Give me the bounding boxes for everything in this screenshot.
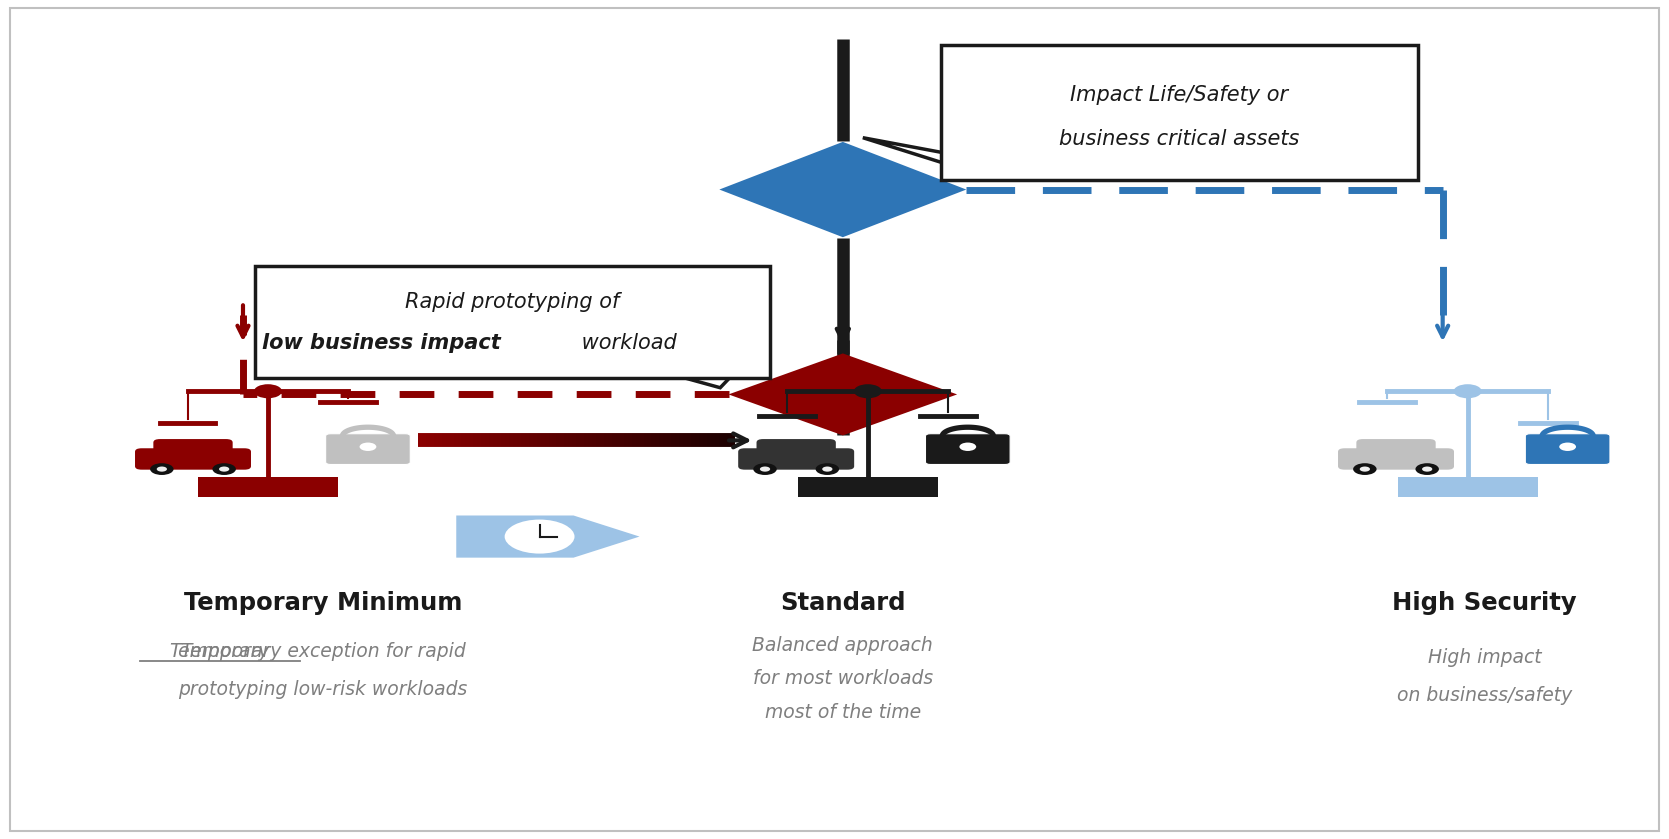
Circle shape xyxy=(359,442,376,451)
Polygon shape xyxy=(863,138,1051,173)
Circle shape xyxy=(1360,466,1370,472)
Polygon shape xyxy=(729,353,956,435)
Text: Temporary exception for rapid: Temporary exception for rapid xyxy=(180,642,466,660)
Text: on business/safety: on business/safety xyxy=(1397,686,1572,705)
FancyBboxPatch shape xyxy=(1525,434,1611,465)
FancyBboxPatch shape xyxy=(135,448,250,470)
Text: business critical assets: business critical assets xyxy=(1060,129,1300,149)
FancyBboxPatch shape xyxy=(941,44,1417,180)
Circle shape xyxy=(212,463,235,475)
Circle shape xyxy=(1354,463,1377,475)
Text: Rapid prototyping of: Rapid prototyping of xyxy=(406,292,619,312)
FancyBboxPatch shape xyxy=(798,477,938,497)
Circle shape xyxy=(1454,384,1482,399)
Circle shape xyxy=(157,466,167,472)
Text: for most workloads: for most workloads xyxy=(753,670,933,688)
Text: most of the time: most of the time xyxy=(764,703,921,722)
Circle shape xyxy=(219,466,229,472)
Circle shape xyxy=(759,466,769,472)
Text: Standard: Standard xyxy=(779,591,906,616)
Circle shape xyxy=(855,384,881,399)
FancyBboxPatch shape xyxy=(1339,448,1454,470)
FancyBboxPatch shape xyxy=(255,266,769,378)
Text: workload: workload xyxy=(576,333,678,353)
Circle shape xyxy=(823,466,833,472)
Polygon shape xyxy=(456,515,639,558)
Polygon shape xyxy=(659,371,736,388)
Polygon shape xyxy=(719,142,966,237)
FancyBboxPatch shape xyxy=(1357,439,1435,458)
FancyBboxPatch shape xyxy=(199,477,337,497)
FancyBboxPatch shape xyxy=(325,434,411,465)
FancyBboxPatch shape xyxy=(1397,477,1537,497)
Text: Temporary: Temporary xyxy=(170,642,270,660)
Circle shape xyxy=(504,519,576,555)
Circle shape xyxy=(254,384,282,399)
Text: Temporary Minimum: Temporary Minimum xyxy=(184,591,462,616)
FancyBboxPatch shape xyxy=(756,439,836,458)
Circle shape xyxy=(150,463,174,475)
Text: prototyping low-risk workloads: prototyping low-risk workloads xyxy=(179,680,467,699)
FancyBboxPatch shape xyxy=(154,439,232,458)
FancyBboxPatch shape xyxy=(738,448,855,470)
Text: Impact Life/Safety or: Impact Life/Safety or xyxy=(1070,86,1288,105)
Circle shape xyxy=(960,442,976,451)
Circle shape xyxy=(1559,442,1576,451)
Circle shape xyxy=(816,463,840,475)
Text: low business impact: low business impact xyxy=(262,333,501,353)
FancyBboxPatch shape xyxy=(926,434,1010,465)
Circle shape xyxy=(1422,466,1432,472)
Text: High Security: High Security xyxy=(1392,591,1577,616)
Text: Balanced approach: Balanced approach xyxy=(753,636,933,654)
Circle shape xyxy=(753,463,776,475)
Circle shape xyxy=(1415,463,1439,475)
Text: High impact: High impact xyxy=(1427,649,1540,667)
